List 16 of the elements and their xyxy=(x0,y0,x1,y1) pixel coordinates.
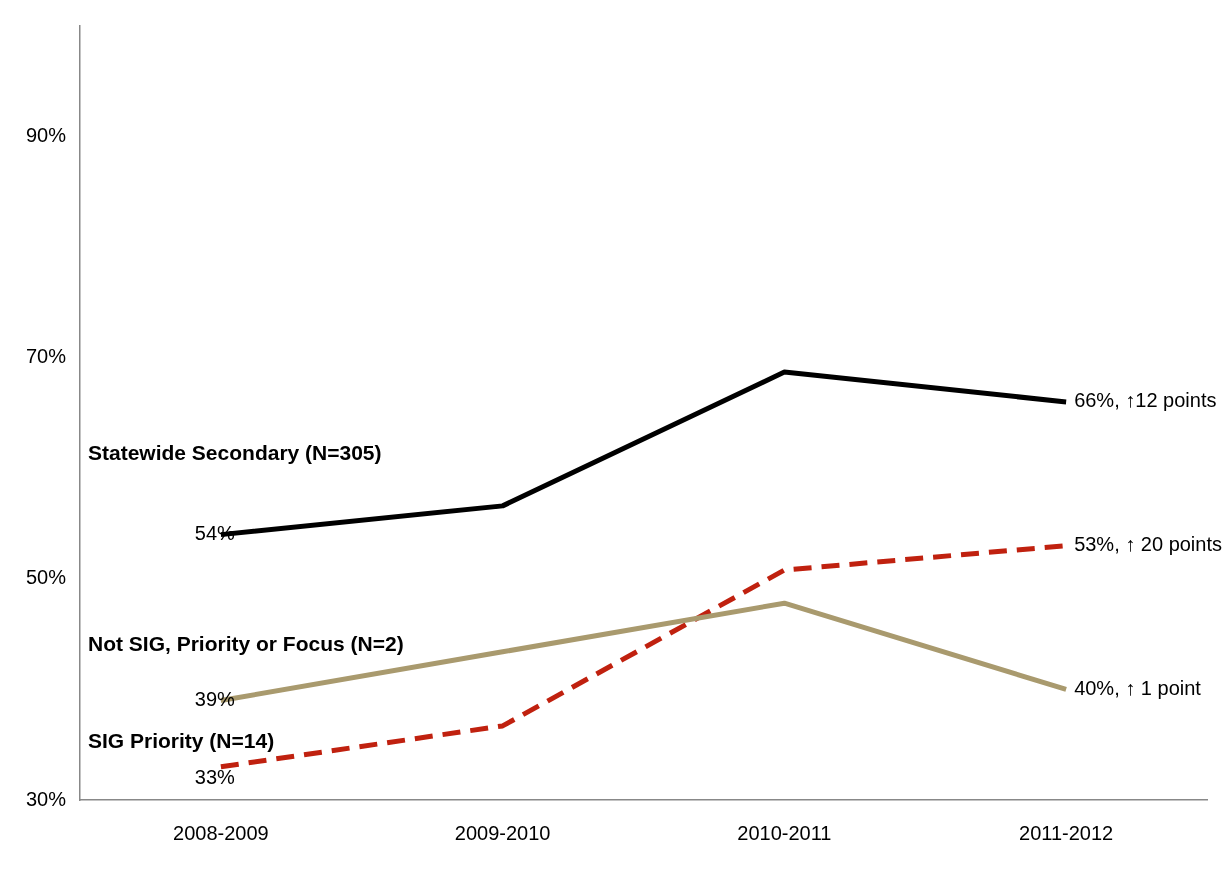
y-tick-label: 30% xyxy=(25,787,67,810)
y-tick-label: 50% xyxy=(25,566,67,589)
x-tick-label: 2009-2010 xyxy=(454,821,551,844)
x-tick-label: 2010-2011 xyxy=(737,821,832,844)
x-tick-label: 2008-2009 xyxy=(173,821,269,844)
data-label: 66%, ↑12 points xyxy=(1074,389,1217,412)
series-label: SIG Priority (N=14) xyxy=(88,728,275,752)
data-label: 33% xyxy=(194,766,236,789)
y-tick-label: 90% xyxy=(25,124,67,147)
data-label: 40%, ↑ 1 point xyxy=(1074,676,1202,699)
data-label: 39% xyxy=(194,688,236,710)
y-tick-label: 70% xyxy=(25,345,67,368)
data-label: 53%, ↑ 20 points xyxy=(1074,533,1222,556)
series-label: Not SIG, Priority or Focus (N=2) xyxy=(88,632,404,656)
x-tick-label: 2011-2012 xyxy=(1019,821,1114,844)
text: Statewide Secondary (N=305) xyxy=(88,441,382,465)
